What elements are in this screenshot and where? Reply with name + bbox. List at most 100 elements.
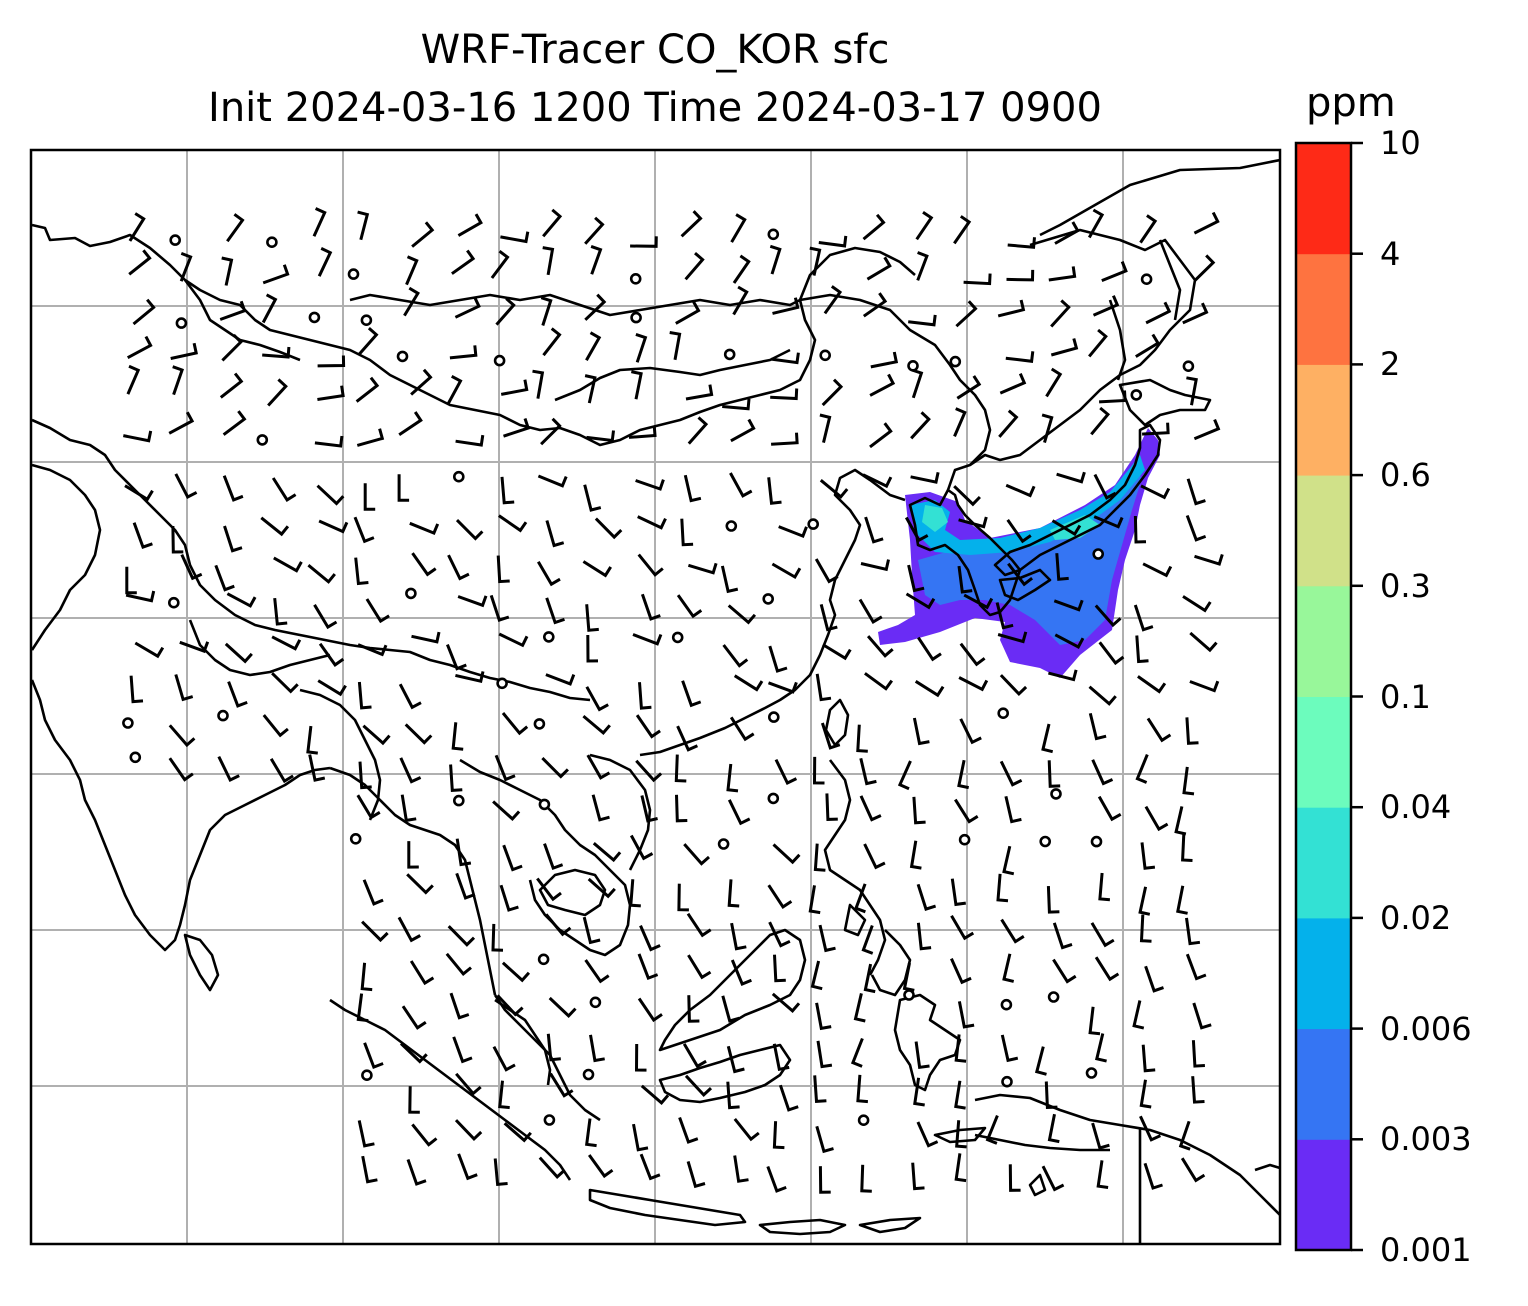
- wind-barb: [1050, 338, 1079, 357]
- calm-wind-marker: [723, 348, 736, 361]
- wind-barb: [963, 273, 992, 286]
- wind-barb: [864, 672, 894, 691]
- wind-barb: [313, 604, 338, 630]
- wind-barb: [455, 872, 476, 900]
- wind-barb: [674, 754, 687, 783]
- wind-barb: [492, 1045, 516, 1072]
- wind-barb: [778, 1084, 799, 1112]
- wind-barb: [498, 632, 529, 648]
- wind-barb: [399, 1042, 428, 1064]
- calm-wind-marker: [538, 798, 551, 811]
- wind-barb: [950, 957, 972, 985]
- wind-barb: [1189, 680, 1220, 693]
- wind-barb: [1007, 237, 1036, 249]
- wind-barb: [1047, 760, 1061, 788]
- wind-barb: [999, 674, 1028, 697]
- wind-barb: [1088, 685, 1117, 706]
- wind-barb: [819, 604, 838, 632]
- wind-barb: [915, 210, 934, 241]
- wind-barb: [632, 633, 663, 646]
- colorbar-cells: [1296, 143, 1351, 1251]
- wind-barb: [862, 213, 886, 241]
- wind-barb: [1193, 211, 1220, 235]
- wind-barb: [583, 484, 602, 512]
- wind-barb: [269, 758, 294, 784]
- wind-barb: [863, 963, 876, 994]
- wind-barb: [1182, 302, 1209, 325]
- wind-barb: [498, 1080, 510, 1110]
- wind-barb: [314, 435, 344, 448]
- wind-barb: [123, 430, 153, 443]
- wind-barb: [1041, 1165, 1065, 1192]
- wind-barb: [683, 843, 710, 866]
- wind-barb: [357, 1120, 375, 1148]
- wind-barb: [491, 923, 504, 952]
- wind-barb: [271, 635, 302, 651]
- wind-barb: [809, 246, 822, 276]
- calm-wind-marker: [493, 354, 506, 367]
- wind-barb: [953, 215, 972, 245]
- wind-barb: [956, 375, 982, 400]
- wind-barb: [1186, 376, 1198, 406]
- wind-barb: [1176, 885, 1188, 915]
- wind-barb: [815, 1002, 832, 1031]
- wind-barb: [916, 883, 937, 911]
- wind-barb: [492, 800, 521, 822]
- wind-barb: [307, 564, 336, 584]
- wind-barb: [584, 216, 605, 245]
- wind-barb: [221, 256, 234, 286]
- wind-barb: [586, 634, 599, 663]
- wind-barb: [355, 376, 380, 403]
- wind-barb: [271, 477, 297, 502]
- wind-barb: [501, 712, 529, 736]
- calm-wind-marker: [405, 587, 417, 600]
- wind-barb: [959, 642, 986, 667]
- wind-barb: [214, 564, 235, 592]
- calm-wind-marker: [671, 631, 684, 644]
- wind-barb: [354, 557, 369, 586]
- wind-barb: [1185, 717, 1199, 745]
- wind-barb: [1007, 562, 1034, 587]
- wind-barb: [500, 379, 529, 396]
- wind-barb: [1094, 604, 1122, 628]
- wind-barb: [912, 717, 930, 746]
- wind-barb: [677, 883, 689, 912]
- wind-barb: [631, 370, 643, 400]
- wind-barb: [546, 1033, 561, 1062]
- wind-barb: [502, 844, 523, 872]
- wind-barb: [732, 254, 751, 284]
- wind-barb: [591, 794, 610, 822]
- wind-barb: [455, 1072, 482, 1096]
- wind-barb: [825, 793, 838, 821]
- wind-barb: [637, 997, 663, 1023]
- wind-barb: [317, 679, 347, 697]
- wind-barb: [411, 221, 435, 248]
- wind-barb: [768, 645, 788, 673]
- wind-barb: [733, 674, 764, 692]
- wind-barb: [912, 796, 926, 825]
- wind-barb: [862, 292, 888, 318]
- wind-barb: [455, 671, 485, 683]
- wind-barb: [171, 525, 184, 554]
- wind-barb: [406, 1159, 427, 1186]
- wind-barb: [1178, 1120, 1191, 1151]
- wind-barb: [542, 208, 563, 238]
- wind-barb: [449, 345, 478, 360]
- wind-barb: [132, 298, 156, 326]
- wind-barb: [219, 372, 244, 399]
- calm-wind-marker: [129, 751, 142, 764]
- wind-barb: [1088, 328, 1108, 358]
- colorbar-cell: [1296, 253, 1351, 365]
- wind-barb: [816, 1040, 833, 1069]
- wind-barb: [446, 374, 463, 405]
- wind-barb: [771, 352, 800, 365]
- calm-wind-marker: [308, 311, 321, 324]
- wind-barb: [409, 960, 435, 986]
- wind-barb: [769, 244, 782, 275]
- wind-barb: [398, 683, 422, 710]
- wind-barb: [1054, 633, 1085, 650]
- colorbar-cell: [1296, 1028, 1351, 1140]
- wind-barb: [999, 373, 1027, 395]
- wind-barb: [767, 884, 793, 909]
